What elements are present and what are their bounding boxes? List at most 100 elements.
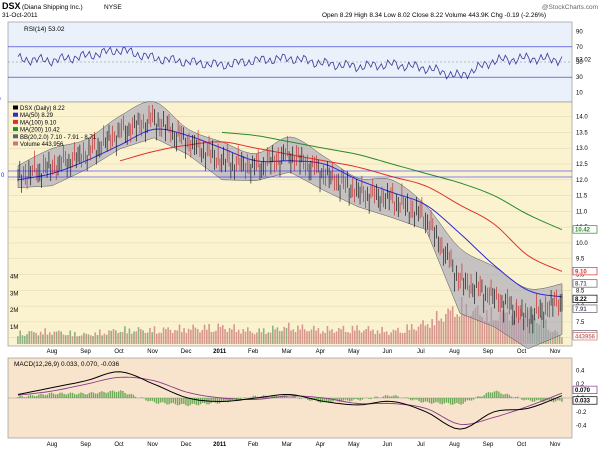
legend-swatch [13,134,18,139]
volume-bar [203,324,206,344]
rsi-tick-label: 10 [576,90,583,96]
volume-bar [372,329,374,344]
macd-histogram-bar [460,398,462,405]
rsi-tick-label: 53.02 [576,58,592,64]
volume-bar [351,325,354,344]
volume-bar [344,331,347,344]
month-tick-label: Feb [248,442,259,448]
macd-histogram-bar [174,398,177,405]
trend-label: 0 [1,173,5,179]
macd-histogram-bar [277,397,280,398]
volume-bar [224,329,226,344]
macd-histogram-bar [164,398,166,404]
month-tick-label: Mar [282,349,292,355]
macd-histogram-bar [149,398,151,402]
macd-histogram-bar [90,392,93,398]
macd-histogram-bar [521,398,523,400]
volume-bar [226,331,229,344]
volume-bar [94,332,97,344]
volume-bar [476,305,479,344]
macd-histogram-bar [449,398,452,405]
month-tick-label: Aug [449,349,460,355]
macd-histogram-bar [323,398,326,402]
volume-bar [58,330,60,344]
legend-swatch [13,119,18,124]
rsi-label: RSI(14) 53.02 [24,26,65,33]
volume-bar [39,331,42,344]
month-tick-label: Apr [316,349,325,355]
macd-histogram-bar [172,398,175,404]
volume-bar [46,334,49,344]
volume-bar [322,331,324,344]
volume-bar [180,332,183,344]
volume-tick-label: 1M [10,325,18,331]
volume-bar [208,323,210,344]
volume-bar [492,320,495,344]
macd-histogram-bar [468,398,471,401]
macd-tick-label: -0.2 [576,410,587,416]
volume-bar [35,332,37,344]
volume-bar [485,310,488,344]
macd-histogram-bar [267,396,269,398]
volume-bar [242,329,245,344]
volume-bar [87,334,90,344]
macd-histogram-bar [454,398,456,404]
macd-histogram-bar [101,391,103,398]
legend-entry: MA(50) 8.29 [20,113,54,119]
volume-bar [19,330,21,344]
macd-histogram-bar [76,394,78,398]
volume-bar [335,331,338,344]
macd-histogram-bar [143,398,145,399]
month-tick-label: Aug [449,442,460,448]
macd-histogram-bar [105,392,107,398]
macd-histogram-bar [397,396,399,398]
macd-histogram-bar [386,395,389,398]
volume-bar [215,330,217,344]
volume-bar [71,336,74,344]
macd-histogram-bar [187,398,189,407]
legend-swatch [13,105,18,110]
volume-bar [367,326,370,344]
volume-bar [319,333,322,344]
macd-histogram-bar [21,396,23,398]
month-tick-label: Nov [147,442,158,448]
macd-histogram-bar [214,398,217,403]
volume-bar [369,330,372,344]
macd-histogram-bar [218,398,221,404]
macd-histogram-bar [107,392,109,398]
header-watermark: @StockCharts.com [542,4,598,11]
macd-histogram-bar [428,398,431,404]
macd-histogram-bar [223,398,225,402]
volume-bar [151,332,153,344]
macd-histogram-bar [552,398,555,403]
volume-bar [135,331,138,344]
volume-bar [315,330,317,344]
macd-histogram-bar [430,398,433,404]
volume-bar [451,306,454,344]
macd-histogram-bar [229,398,231,402]
price-tick-label: 12.5 [576,162,588,168]
volume-bar [74,331,76,344]
price-tick-label: 13.0 [576,146,588,152]
macd-histogram-bar [59,392,61,398]
volume-bar [258,328,260,344]
macd-histogram-bar [42,394,44,398]
macd-histogram-bar [487,392,490,398]
volume-bar [137,327,140,344]
volume-bar [488,322,490,344]
macd-histogram-bar [189,398,191,406]
volume-bar [101,335,103,344]
volume-tick-label: 4M [10,274,18,280]
volume-bar [253,334,256,344]
volume-bar [379,333,381,344]
volume-bar [429,327,431,344]
macd-histogram-bar [420,398,422,403]
macd-histogram-bar [92,392,95,398]
macd-histogram-bar [122,390,124,398]
macd-histogram-bar [443,398,445,404]
macd-histogram-bar [109,390,112,398]
price-tick-label: 9.5 [576,257,585,263]
macd-histogram-bar [181,398,183,404]
volume-bar [246,327,249,344]
volume-bar [374,333,377,344]
